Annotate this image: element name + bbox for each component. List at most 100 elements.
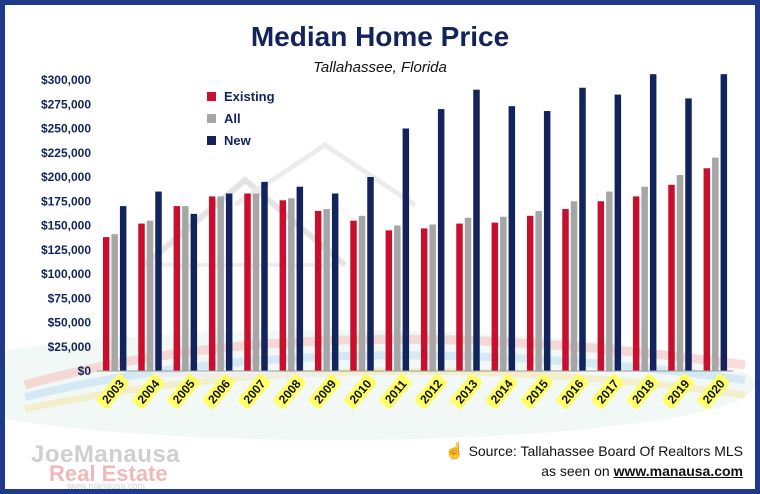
x-tick-label-highlight [96, 374, 129, 409]
x-tick-label-highlight [308, 374, 341, 409]
bar-new [119, 206, 127, 371]
bar-existing [350, 220, 357, 371]
x-tick-label-group: 2009 [308, 374, 341, 409]
bar-all [394, 225, 401, 371]
bar-new [579, 87, 586, 371]
bar-new [296, 186, 304, 371]
x-tick-label-highlight [485, 374, 518, 409]
bar-existing [173, 206, 181, 371]
bar-all [676, 175, 684, 371]
bar-chart: $0 $25,000 $50,000 $75,000 $100,000 $125,000 $… [41, 73, 733, 409]
logo-url: www.manausa.com [67, 481, 146, 491]
bar-all [358, 215, 366, 371]
bar-new [508, 106, 516, 371]
x-tick-label-highlight [591, 374, 624, 409]
y-tick-label: $225,000 [41, 146, 91, 160]
bar-all [182, 206, 189, 371]
y-tick-label: $0 [78, 364, 92, 378]
bar-all [217, 196, 224, 371]
bar-all [111, 234, 118, 371]
bar-all [535, 210, 542, 371]
bar-all [641, 186, 648, 371]
hand-pointer-icon: ☝ [444, 443, 465, 460]
x-tick-label-highlight [449, 374, 483, 409]
bar-existing [526, 215, 534, 371]
x-tick-label-highlight [661, 374, 695, 409]
bar-new [331, 193, 339, 371]
chart-subtitle: Tallahassee, Florida [313, 59, 447, 76]
x-tick-label-group: 2008 [273, 374, 306, 409]
bar-new [649, 74, 657, 372]
legend-label-all: All [224, 111, 241, 126]
x-tick-label-group: 2003 [96, 374, 129, 409]
bar-new [261, 181, 268, 371]
y-tick-label: $100,000 [41, 267, 91, 281]
x-tick-label-highlight [237, 374, 271, 409]
bar-existing [703, 168, 711, 371]
bar-new [685, 98, 692, 372]
bar-all [712, 157, 719, 371]
y-tick-label: $125,000 [41, 243, 91, 257]
x-tick-label-highlight [414, 374, 447, 409]
x-tick-label-highlight [273, 374, 306, 409]
x-tick-label-highlight [167, 374, 200, 409]
bar-existing [668, 184, 675, 371]
bar-existing [244, 193, 251, 371]
bar-existing [102, 237, 110, 371]
x-tick-label-highlight [555, 374, 589, 409]
x-tick-label-group: 2016 [555, 374, 589, 409]
y-tick-label: $75,000 [48, 291, 92, 305]
legend-label-existing: Existing [224, 89, 275, 104]
y-tick-label: $175,000 [41, 194, 91, 208]
seen-on-prefix: as seen on [541, 463, 610, 479]
y-tick-label: $25,000 [48, 340, 92, 354]
y-tick-label: $250,000 [41, 122, 91, 136]
x-tick-label-group: 2017 [591, 374, 624, 409]
x-tick-label-highlight [343, 374, 377, 409]
company-logo: JoeManausa Real Estate www.manausa.com [31, 441, 251, 491]
x-tick-label-highlight [626, 374, 659, 409]
legend-swatch-new [207, 136, 216, 145]
bar-new [367, 177, 374, 371]
y-tick-label: $300,000 [41, 73, 91, 87]
bar-all [146, 220, 154, 371]
x-tick-label-highlight [520, 374, 553, 409]
bar-all [288, 198, 295, 371]
chart-title: Median Home Price [250, 21, 510, 52]
logo-tagline: Real Estate [49, 461, 168, 486]
bar-existing [385, 230, 393, 371]
bar-all [606, 191, 613, 371]
y-tick-label: $150,000 [41, 219, 91, 233]
bar-new [190, 213, 198, 371]
x-tick-label-highlight [697, 374, 730, 409]
x-tick-label-group: 2006 [202, 374, 235, 409]
bar-existing [138, 223, 145, 371]
y-tick-label: $50,000 [48, 316, 92, 330]
x-tick-label-group: 2005 [167, 374, 200, 409]
x-tick-label-group: 2010 [343, 374, 377, 409]
x-tick-label-group: 2019 [661, 374, 695, 409]
bar-new [720, 74, 728, 372]
bar-all [429, 224, 436, 371]
legend-label-new: New [224, 133, 252, 148]
bar-all [570, 201, 578, 371]
website-link[interactable]: www.manausa.com [613, 463, 743, 479]
bar-new [225, 193, 233, 371]
bar-existing [632, 196, 640, 371]
bar-new [543, 111, 551, 371]
bar-all [464, 217, 472, 371]
bar-existing [208, 196, 216, 371]
y-tick-label: $275,000 [41, 97, 91, 111]
bar-new [473, 89, 480, 371]
y-tick-label: $200,000 [41, 170, 91, 184]
bar-all [252, 193, 260, 371]
source-note: ☝ Source: Tallahassee Board Of Realtors … [445, 441, 743, 461]
x-tick-label-group: 2013 [449, 374, 483, 409]
x-tick-label-group: 2015 [520, 374, 553, 409]
legend-swatch-all [207, 114, 216, 123]
bar-new [437, 109, 445, 371]
x-tick-label-group: 2004 [131, 374, 165, 409]
bar-existing [279, 200, 287, 371]
bar-existing [491, 222, 499, 371]
